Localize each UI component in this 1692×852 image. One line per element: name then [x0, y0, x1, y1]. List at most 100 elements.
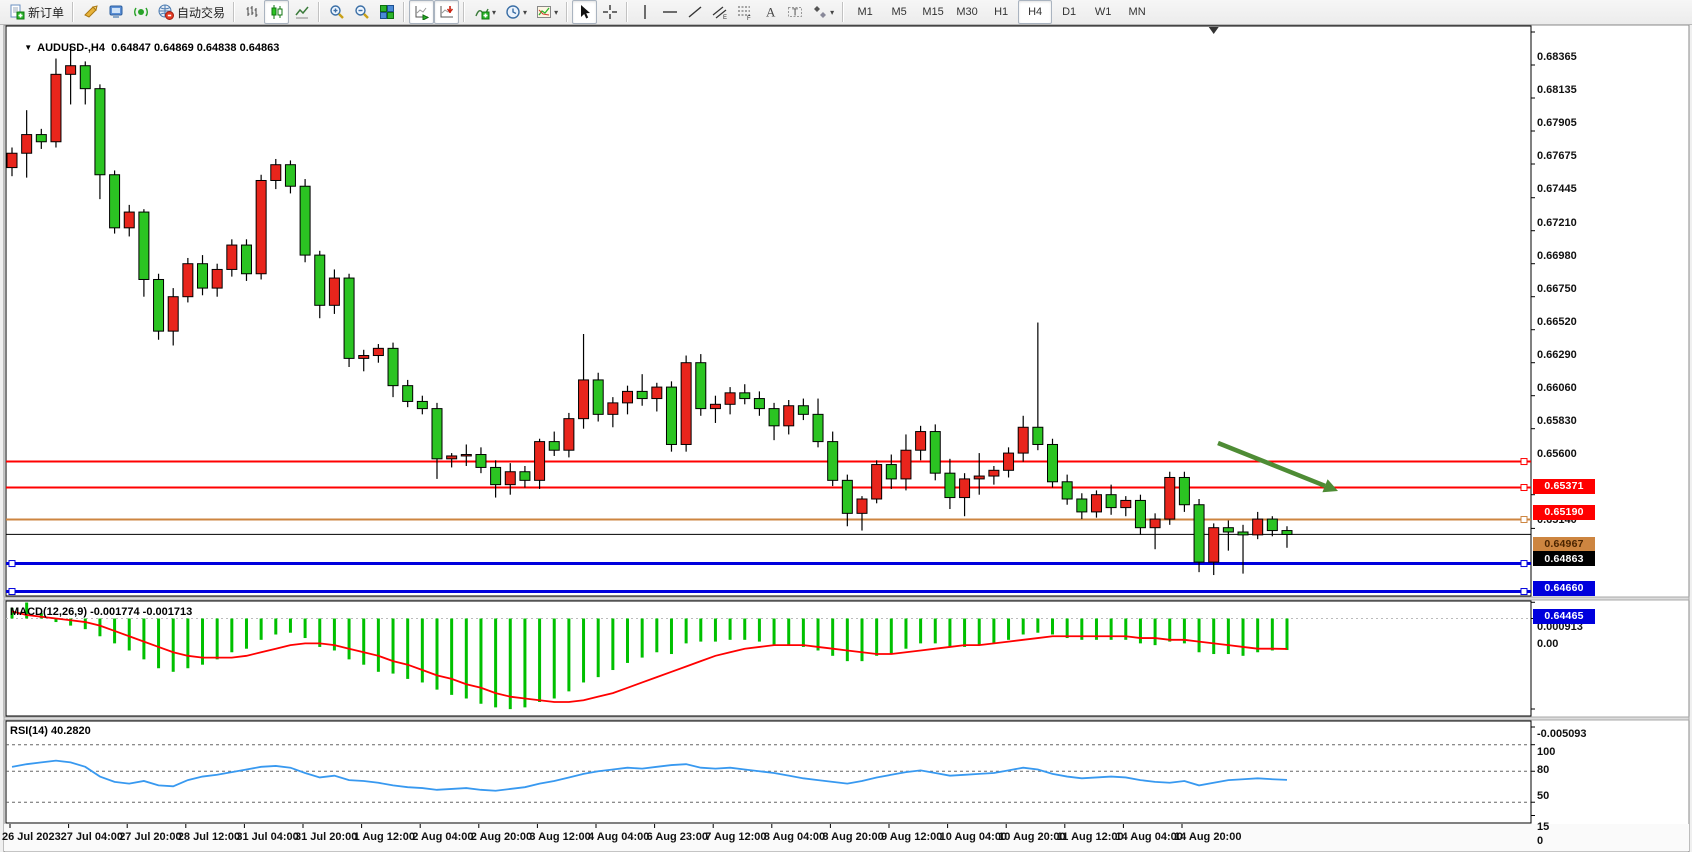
gold-cursor-icon	[82, 4, 99, 20]
label-icon: T	[786, 4, 803, 20]
price-chart-canvas[interactable]	[0, 25, 1692, 852]
indicators-button[interactable]: ▾	[469, 0, 500, 24]
styler-button[interactable]	[78, 0, 103, 24]
svg-text:E: E	[723, 15, 727, 20]
price-tick-label: 0.65830	[1537, 414, 1577, 427]
time-tick-label: 27 Jul 20:00	[119, 831, 182, 843]
text-button[interactable]: A	[757, 0, 782, 24]
price-level-badge: 0.64465	[1533, 608, 1595, 624]
line-handle[interactable]	[1520, 484, 1528, 492]
zoom-in-icon	[328, 4, 345, 20]
auto-scroll-button[interactable]	[409, 0, 435, 24]
line-handle[interactable]	[1520, 458, 1528, 466]
autotrading-button-label: 自动交易	[177, 5, 226, 20]
market-watch-button[interactable]	[103, 0, 128, 24]
line-handle[interactable]	[1520, 516, 1528, 524]
timeframe-mn-button[interactable]: MN	[1120, 0, 1154, 24]
signals-button[interactable]	[128, 0, 153, 24]
price-tick-label: 0.66520	[1537, 315, 1577, 328]
timeframe-w1-button[interactable]: W1	[1086, 0, 1120, 24]
svg-text:F: F	[747, 16, 751, 20]
main-toolbar: 新订单 自动交易 ▾ ▾ ▾ E F A T ▾ M1 M5 M15 M30 H1 H4 D1 W1 MN	[0, 0, 1692, 25]
zoom-out-icon	[353, 4, 370, 20]
text-label-button[interactable]: T	[782, 0, 807, 24]
price-level-badge: 0.64967	[1533, 536, 1595, 552]
crosshair-button[interactable]	[597, 0, 622, 24]
toolbar-separator	[72, 2, 75, 22]
time-tick-label: 27 Jul 04:00	[60, 831, 123, 843]
rsi-tick-label: 80	[1537, 763, 1550, 776]
horizontal-level-lines[interactable]	[6, 458, 1531, 596]
price-tick-label: 0.66980	[1537, 249, 1577, 262]
templates-button[interactable]: ▾	[531, 0, 562, 24]
chart-window[interactable]: ▼ AUDUSD-,H4 0.64847 0.64869 0.64838 0.64…	[0, 25, 1692, 852]
svg-text:A: A	[766, 5, 776, 20]
time-tick-label: 2 Aug 04:00	[412, 831, 474, 843]
dropdown-caret-icon: ▾	[554, 7, 559, 17]
line-handle[interactable]	[1520, 588, 1528, 596]
rsi-line	[11, 759, 1288, 792]
clock-icon	[504, 4, 521, 20]
vertical-line-button[interactable]	[632, 0, 657, 24]
timeframe-label: M15	[922, 6, 944, 18]
pane-splitter[interactable]	[3, 716, 1690, 721]
shapes-icon	[811, 4, 828, 20]
rsi-indicator-label: RSI(14) 40.2820	[10, 725, 91, 737]
timeframe-m5-button[interactable]: M5	[882, 0, 916, 24]
trend-arrow-annotation[interactable]	[1217, 440, 1338, 493]
ohlc-collapse-icon[interactable]: ▼	[24, 43, 33, 52]
dropdown-caret-icon: ▾	[492, 7, 497, 17]
equidistant-channel-button[interactable]: E	[707, 0, 732, 24]
toolbar-separator	[318, 2, 321, 22]
line-chart-button[interactable]	[289, 0, 314, 24]
new-order-button[interactable]: 新订单	[4, 0, 68, 24]
bar-chart-button[interactable]	[239, 0, 264, 24]
autotrading-icon	[157, 4, 174, 20]
bars-icon	[243, 4, 260, 20]
timeframe-label: D1	[1062, 6, 1077, 18]
timeframe-label: M1	[857, 6, 873, 18]
timeframe-h4-button[interactable]: H4	[1018, 0, 1053, 24]
text-icon: A	[761, 4, 778, 20]
line-handle[interactable]	[1520, 560, 1528, 568]
fibonacci-button[interactable]: F	[732, 0, 757, 24]
time-tick-label: 7 Aug 12:00	[705, 831, 767, 843]
monitor-icon	[107, 4, 124, 20]
time-tick-label: 6 Aug 23:00	[646, 831, 708, 843]
tile-icon	[378, 4, 395, 20]
trendline-button[interactable]	[682, 0, 707, 24]
chart-shift-marker-icon[interactable]	[1208, 27, 1219, 34]
horizontal-line-button[interactable]	[657, 0, 682, 24]
chart-title: ▼ AUDUSD-,H4 0.64847 0.64869 0.64838 0.64…	[12, 30, 279, 66]
macd-tick-label: 0.000913	[1537, 621, 1583, 634]
line-handle[interactable]	[8, 560, 16, 568]
autotrading-button[interactable]: 自动交易	[153, 0, 229, 24]
timeframe-m15-button[interactable]: M15	[916, 0, 950, 24]
price-tick-label: 0.68365	[1537, 51, 1577, 63]
line-handle[interactable]	[8, 588, 16, 596]
main-pane[interactable]	[5, 25, 1532, 597]
tile-windows-button[interactable]	[374, 0, 399, 24]
macd-layer	[6, 602, 1531, 710]
chart-shift-button[interactable]	[434, 0, 460, 24]
candlestick-chart-button[interactable]	[264, 0, 290, 24]
pane-splitter[interactable]	[3, 596, 1690, 601]
zoom-out-button[interactable]	[349, 0, 374, 24]
cursor-button[interactable]	[572, 0, 598, 24]
toolbar-separator	[233, 2, 236, 22]
time-tick-label: 28 Jul 12:00	[177, 831, 241, 843]
timeframe-label: M30	[956, 6, 978, 18]
new-order-icon	[8, 4, 25, 20]
trend-icon	[686, 4, 703, 20]
periods-button[interactable]: ▾	[500, 0, 531, 24]
arrows-button[interactable]: ▾	[807, 0, 838, 24]
timeframe-d1-button[interactable]: D1	[1052, 0, 1086, 24]
timeframe-m30-button[interactable]: M30	[950, 0, 984, 24]
timeframe-m1-button[interactable]: M1	[848, 0, 882, 24]
fibo-icon: F	[736, 4, 753, 20]
zoom-in-button[interactable]	[324, 0, 349, 24]
price-tick-label: 0.67675	[1537, 149, 1577, 162]
timeframe-h1-button[interactable]: H1	[984, 0, 1018, 24]
candles-layer[interactable]	[6, 45, 1293, 576]
price-tick-label: 0.67210	[1537, 216, 1577, 229]
